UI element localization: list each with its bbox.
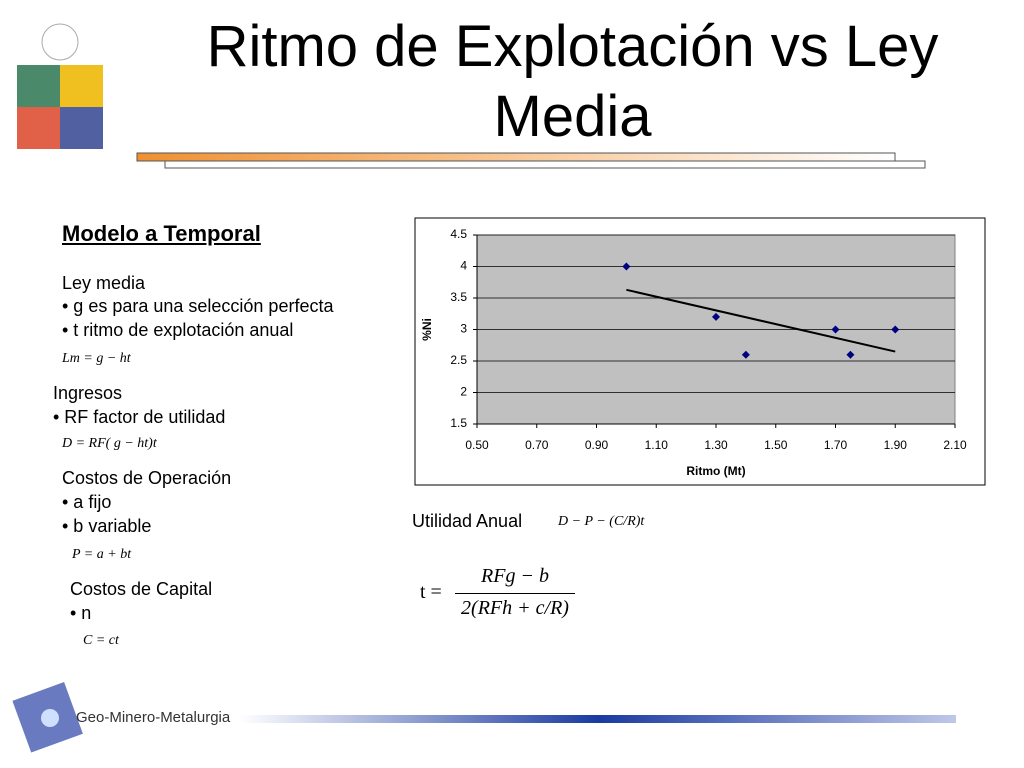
x-tick-label: 1.30 — [704, 438, 728, 452]
y-tick-label: 2.5 — [450, 353, 467, 367]
point — [712, 312, 720, 321]
x-axis-label: Ritmo (Mt) — [686, 464, 745, 478]
y-tick-label: 3.5 — [450, 290, 467, 304]
y-tick-label: 3 — [460, 322, 467, 336]
x-tick-label: 1.90 — [884, 438, 908, 452]
text: Ingresos — [53, 383, 123, 403]
bullet: • t ritmo de explotación anual — [62, 320, 294, 340]
text: Costos de Operación — [62, 468, 232, 488]
x-tick-label: 1.10 — [645, 438, 669, 452]
formula: t = — [420, 581, 442, 603]
x-tick-label: 0.90 — [585, 438, 609, 452]
formula: C = ct — [83, 633, 119, 648]
footer-text: Geo-Minero-Metalurgia — [76, 709, 231, 726]
crest — [17, 23, 103, 149]
y-axis-label: %Ni — [420, 318, 434, 341]
y-tick-label: 2 — [460, 385, 467, 399]
text: Utilidad Anual — [412, 511, 523, 531]
point — [846, 350, 855, 359]
bullet: • b variable — [62, 516, 152, 536]
slide-title: Ritmo de Explotación vs Ley Media — [206, 14, 939, 149]
point — [741, 350, 750, 359]
point — [622, 262, 631, 271]
bullet: • g es para una selección perfecta — [62, 296, 334, 316]
formula: D = RF( g − ht)t — [62, 436, 157, 451]
fraction-bar — [455, 593, 575, 594]
text: Costos de Capital — [70, 579, 213, 599]
y-tick-label: 4.5 — [450, 227, 467, 241]
bullet: • RF factor de utilidad — [53, 407, 226, 427]
y-tick-label: 4 — [460, 259, 467, 273]
point — [831, 325, 840, 334]
formula: Lm = g − ht — [62, 351, 131, 366]
x-tick-label: 0.50 — [465, 438, 489, 452]
formula: P = a + bt — [72, 547, 132, 562]
point — [891, 325, 900, 334]
bullet: • n — [70, 603, 92, 623]
heading: Modelo a Temporal — [62, 221, 261, 246]
formula: RFg − b — [481, 565, 549, 587]
footer-logo — [12, 682, 956, 753]
trendline — [626, 288, 896, 353]
title-bar — [164, 160, 926, 169]
bullet: • a fijo — [62, 492, 112, 512]
formula: D − P − (C/R)t — [558, 514, 645, 529]
text: Ley media — [62, 273, 146, 293]
x-tick-label: 1.70 — [824, 438, 848, 452]
title-bar — [136, 152, 896, 162]
x-tick-label: 2.10 — [943, 438, 967, 452]
y-tick-label: 1.5 — [450, 416, 467, 430]
formula: 2(RFh + c/R) — [461, 597, 569, 619]
x-tick-label: 1.50 — [764, 438, 788, 452]
x-tick-label: 0.70 — [525, 438, 549, 452]
